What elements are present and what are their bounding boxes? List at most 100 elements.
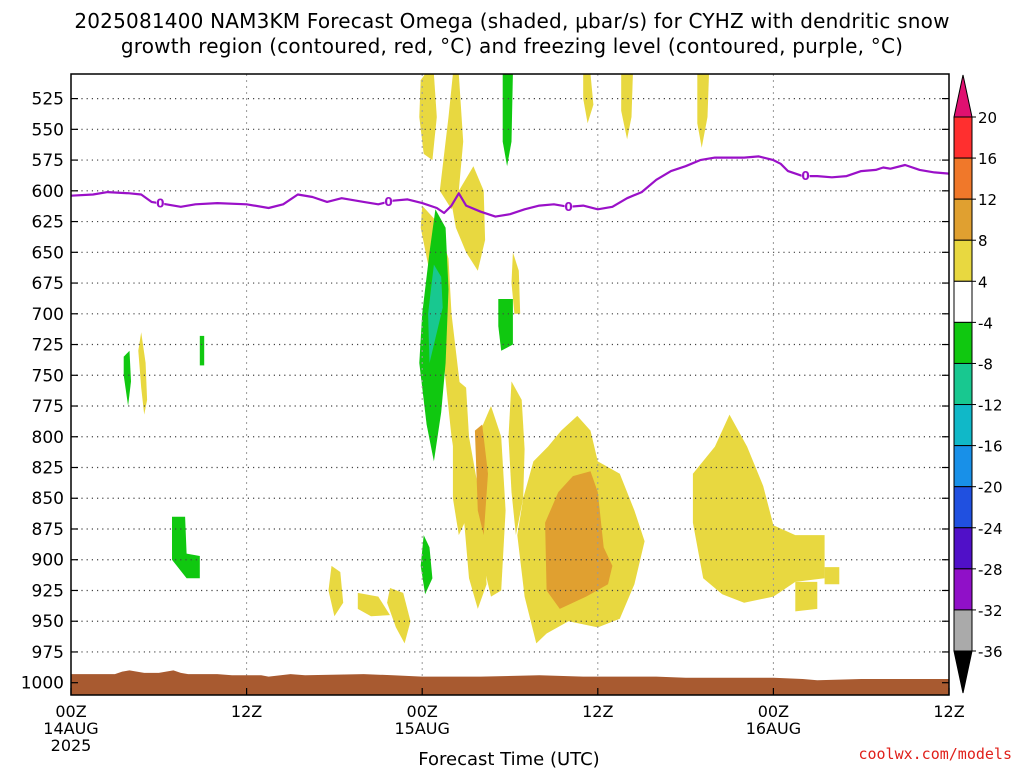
colorbar-label: -20 [978,479,1003,497]
omega-region-11 [387,588,411,644]
freezing-contour-label: 0 [564,200,572,214]
colorbar-swatch [953,239,973,282]
colorbar-swatch [953,568,973,611]
omega-region-17 [583,74,594,124]
freezing-level-contour: 0 0 0 0 [71,155,949,218]
y-tick-label: 900 [32,551,64,571]
freezing-level-line [71,155,949,218]
y-tick-label: 550 [32,120,64,140]
x-tick-label: 15AUG [394,719,449,738]
colorbar-swatch [953,404,973,447]
contour-label-bg [156,196,165,209]
colorbar-swatch [953,116,973,159]
omega-region-25 [420,535,433,595]
y-tick-label: 750 [32,366,64,386]
y-tick-label: 600 [32,182,64,202]
y-tick-label: 575 [32,151,64,171]
colorbar-swatch [953,198,973,241]
chart-title-line-1: 2025081400 NAM3KM Forecast Omega (shaded… [74,9,950,33]
colorbar-label: 20 [978,109,997,127]
omega-region-1 [451,166,486,271]
colorbar-top-arrow [953,74,973,118]
ground-fill [71,670,949,695]
x-tick-label: 12Z [231,702,262,721]
colorbar-label: 12 [978,191,997,209]
colorbar-label: 16 [978,150,997,168]
freezing-contour-label: 0 [156,196,164,210]
omega-region-3 [419,74,437,161]
colorbar-legend: 20 16 12 8 4 -4 -8 -12 -16 -20 -24 -28 -32 -36 [953,74,1003,694]
colorbar-swatch [953,321,973,364]
colorbar-swatch [953,486,973,529]
y-tick-label: 950 [32,612,64,632]
omega-region-9 [795,581,818,612]
y-tick-label: 725 [32,336,64,356]
colorbar-label: -16 [978,438,1003,456]
omega-region-14 [452,442,465,536]
y-tick-label: 625 [32,213,64,233]
y-tick-label: 825 [32,459,64,479]
colorbar-label: -36 [978,643,1003,661]
omega-region-15 [511,252,521,314]
y-tick-label: 850 [32,489,64,509]
colorbar-label: -8 [978,355,993,373]
source-credit: coolwx.com/models [858,745,1012,763]
colorbar-swatch [953,280,973,323]
y-tick-label: 800 [32,428,64,448]
colorbar-label: -4 [978,314,993,332]
omega-region-12 [357,592,390,617]
y-tick-label: 1000 [21,674,64,694]
colorbar-swatch [953,445,973,488]
colorbar-bottom-arrow [953,650,973,694]
x-tick-label: 12Z [582,702,613,721]
x-tick-label: 12Z [933,702,964,721]
y-tick-label: 875 [32,520,64,540]
x-tick-label: 00Z [55,702,86,721]
colorbar-label: 4 [978,273,988,291]
y-tick-label: 700 [32,305,64,325]
omega-region-23 [498,299,513,351]
contour-label-bg [801,169,810,182]
omega-region-16 [138,332,148,415]
omega-region-20 [545,471,613,609]
colorbar-label: -12 [978,397,1003,415]
omega-region-7 [508,381,525,536]
omega-region-26 [172,516,200,579]
omega-region-8 [692,414,825,603]
chart-title-line-2: growth region (contoured, red, °C) and f… [120,34,904,58]
freezing-contour-label: 0 [384,195,392,209]
x-axis-label: Forecast Time (UTC) [418,749,599,768]
freezing-contour-label: 0 [801,169,809,183]
ground-terrain [71,670,949,695]
colorbar-swatch [953,527,973,570]
y-tick-label: 650 [32,243,64,263]
omega-region-28 [199,335,205,366]
contour-label-bg [564,199,573,212]
y-tick-label: 675 [32,274,64,294]
plot-frame [70,73,950,696]
x-tick-label: 16AUG [746,719,801,738]
omega-shading [123,74,840,644]
y-tick-label: 525 [32,90,64,110]
x-tick-label: 00Z [407,702,438,721]
colorbar-swatch [953,362,973,406]
omega-region-2 [439,74,464,210]
contour-label-bg [384,194,393,207]
colorbar-label: -32 [978,602,1003,620]
omega-region-18 [621,74,633,140]
y-tick-label: 975 [32,643,64,663]
colorbar-label: -24 [978,520,1003,538]
omega-region-27 [123,350,131,406]
y-tick-label: 925 [32,581,64,601]
colorbar-label: -28 [978,561,1003,579]
x-tick-label: 14AUG [43,719,98,738]
x-tick-label: 2025 [51,736,92,755]
x-tick-label: 00Z [758,702,789,721]
y-axis: 525 550 575 600 625 650 675 700 725 750 775 800 825 8… [21,90,949,694]
colorbar-swatch [953,157,973,200]
y-tick-label: 775 [32,397,64,417]
colorbar-label: 8 [978,232,988,250]
omega-region-10 [824,567,840,585]
